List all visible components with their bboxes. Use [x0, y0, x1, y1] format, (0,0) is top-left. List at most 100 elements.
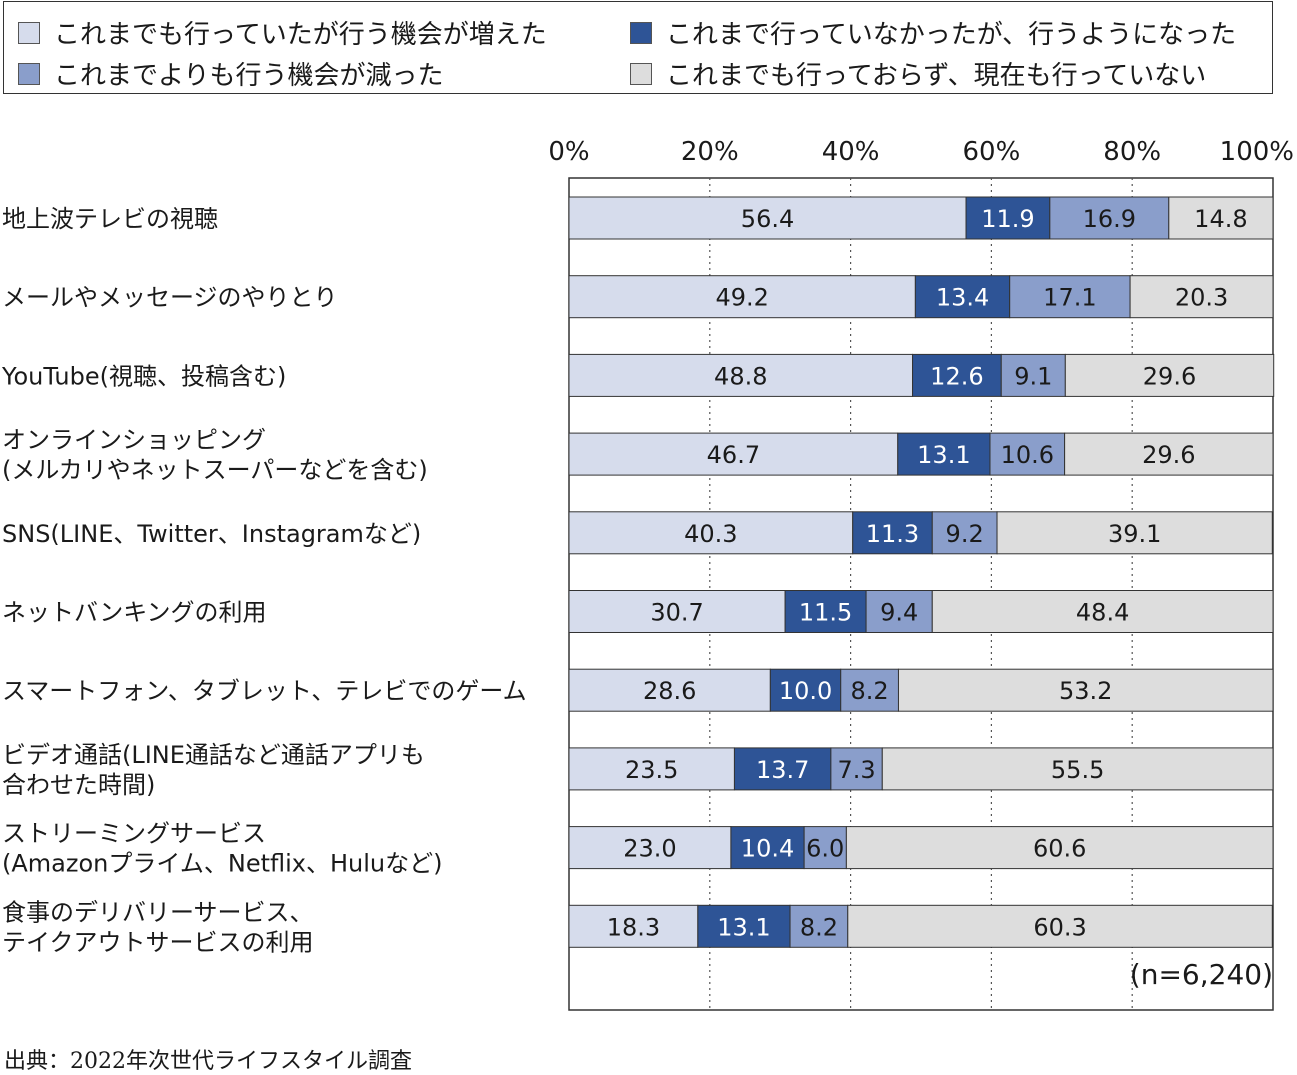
bar-segment — [789, 904, 849, 948]
data-label: 23.5 — [625, 756, 678, 784]
data-label: 18.3 — [607, 913, 660, 941]
bar-segment — [568, 196, 967, 240]
bar-segment — [914, 275, 1011, 319]
x-tick-label: 80% — [1103, 137, 1161, 167]
data-label: 29.6 — [1142, 441, 1195, 469]
bar-segment — [847, 904, 1273, 948]
bar-segment — [803, 826, 847, 870]
data-label: 17.1 — [1043, 284, 1096, 312]
chart-legend: これまでも行っていたが行う機会が増えた これまで行っていなかったが、行うようになっ… — [3, 1, 1273, 94]
bar-segment — [1129, 275, 1274, 319]
data-label: 30.7 — [650, 599, 703, 627]
data-label: 29.6 — [1143, 362, 1196, 390]
bar-segment — [568, 511, 854, 555]
category-label: (Amazonプライム、Netflix、Huluなど) — [2, 850, 443, 878]
category-label: SNS(LINE、Twitter、Instagramなど) — [2, 520, 421, 548]
legend-swatch — [18, 21, 40, 44]
sample-size-note: (n=6,240) — [1129, 958, 1273, 991]
x-tick-label: 100% — [1220, 137, 1294, 167]
category-label: テイクアウトサービスの利用 — [2, 928, 314, 956]
data-label: 16.9 — [1083, 205, 1136, 233]
data-label: 11.3 — [866, 520, 919, 548]
bar-segment — [1064, 353, 1275, 397]
data-label: 13.4 — [936, 284, 989, 312]
data-label: 8.2 — [851, 677, 889, 705]
category-label: スマートフォン、タブレット、テレビでのゲーム — [2, 677, 527, 705]
legend-item: これまで行っていなかったが、行うようになった — [630, 14, 1236, 51]
category-label: メールやメッセージのやりとり — [2, 284, 338, 312]
bar-segment — [733, 747, 832, 791]
source-caption: 出典：2022年次世代ライフスタイル調査 — [4, 1049, 412, 1074]
x-tick-label: 20% — [681, 137, 739, 167]
bar-segment — [568, 904, 699, 948]
data-label: 7.3 — [837, 756, 875, 784]
x-tick-label: 60% — [963, 137, 1021, 167]
bar-segment — [931, 590, 1274, 633]
bar-segment — [881, 747, 1274, 791]
bar-segment — [845, 826, 1274, 870]
data-label: 11.5 — [799, 599, 852, 627]
legend-swatch — [630, 62, 652, 85]
data-label: 60.6 — [1033, 835, 1086, 863]
bar-segment — [996, 511, 1273, 555]
data-label: 46.7 — [707, 441, 760, 469]
data-label: 10.4 — [741, 835, 794, 863]
bar-segment — [865, 590, 933, 633]
data-label: 13.7 — [756, 756, 809, 784]
category-label: オンラインショッピング — [2, 426, 266, 454]
category-label: (メルカリやネットスーパーなどを含む) — [2, 456, 428, 484]
bar-segment — [568, 747, 735, 791]
bar-segment — [568, 353, 914, 397]
data-label: 56.4 — [741, 205, 794, 233]
bar-segment — [730, 826, 805, 870]
data-label: 28.6 — [643, 677, 696, 705]
data-label: 12.6 — [930, 362, 983, 390]
data-label: 13.1 — [917, 441, 970, 469]
bar-segment — [931, 511, 998, 555]
legend-item: これまでも行っていたが行う機会が増えた — [18, 14, 547, 51]
category-label: 地上波テレビの視聴 — [2, 205, 218, 233]
bar-segment — [568, 275, 916, 319]
legend-label: これまで行っていなかったが、行うようになった — [666, 20, 1237, 50]
category-label: ビデオ通話(LINE通話など通話アプリも — [2, 741, 425, 769]
bar-segment — [568, 668, 771, 712]
legend-label: これまでも行っていたが行う機会が増えた — [54, 20, 547, 50]
data-label: 49.2 — [715, 284, 768, 312]
legend-item: これまでも行っておらず、現在も行っていない — [630, 55, 1206, 92]
bar-segment — [784, 590, 867, 633]
data-label: 48.8 — [714, 362, 767, 390]
bar-segment — [1168, 196, 1274, 240]
data-label: 23.0 — [623, 835, 676, 863]
legend-item: これまでよりも行う機会が減った — [18, 55, 443, 92]
data-label: 10.6 — [1001, 441, 1054, 469]
bar-segment — [989, 432, 1066, 476]
data-label: 40.3 — [684, 520, 737, 548]
data-label: 8.2 — [800, 913, 838, 941]
x-tick-label: 40% — [822, 137, 880, 167]
legend-swatch — [630, 21, 652, 44]
data-label: 13.1 — [717, 913, 770, 941]
bar-segment — [1064, 432, 1274, 476]
bar-segment — [568, 590, 786, 633]
bar-segment — [897, 432, 991, 476]
data-label: 10.0 — [779, 677, 832, 705]
legend-label: これまでよりも行う機会が減った — [54, 61, 444, 91]
category-label: 合わせた時間) — [2, 771, 155, 799]
data-label: 39.1 — [1108, 520, 1161, 548]
data-label: 9.4 — [880, 599, 918, 627]
category-label: YouTube(視聴、投稿含む) — [1, 362, 286, 390]
data-label: 53.2 — [1059, 677, 1112, 705]
data-label: 6.0 — [806, 835, 844, 863]
bar-segment — [568, 432, 899, 476]
data-label: 48.4 — [1076, 599, 1129, 627]
data-label: 14.8 — [1194, 205, 1247, 233]
legend-swatch — [18, 62, 40, 85]
bar-segment — [965, 196, 1051, 240]
category-label: ネットバンキングの利用 — [2, 599, 266, 627]
legend-label: これまでも行っておらず、現在も行っていない — [666, 61, 1207, 91]
category-label: 食事のデリバリーサービス、 — [2, 898, 314, 926]
x-tick-label: 0% — [548, 137, 589, 167]
bar-segment — [897, 668, 1274, 712]
bar-segment — [1000, 353, 1066, 397]
